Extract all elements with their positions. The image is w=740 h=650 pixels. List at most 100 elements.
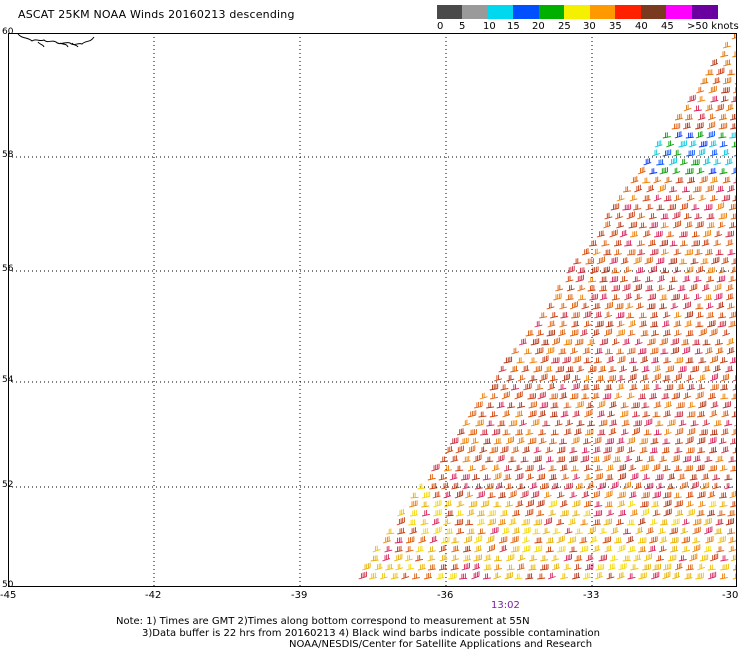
wind-barb xyxy=(596,256,605,265)
wind-barb xyxy=(730,123,737,130)
wind-barb xyxy=(451,482,460,490)
wind-barb xyxy=(569,546,578,553)
wind-barb xyxy=(681,346,691,355)
wind-barb xyxy=(715,455,724,463)
wind-barb xyxy=(536,510,545,517)
wind-barb xyxy=(710,256,720,265)
wind-barb xyxy=(558,348,567,355)
wind-barb xyxy=(396,517,405,526)
wind-barb xyxy=(542,420,551,427)
wind-barb xyxy=(472,563,481,571)
wind-barb xyxy=(733,564,737,571)
wind-barb xyxy=(715,518,724,526)
wind-barb xyxy=(731,141,737,148)
wind-barb xyxy=(474,545,483,553)
wind-barb xyxy=(533,455,542,463)
wind-barb xyxy=(717,221,726,229)
wind-barb xyxy=(684,249,694,256)
wind-barb xyxy=(514,573,523,580)
wind-barb xyxy=(675,177,684,184)
wind-barb xyxy=(657,184,666,193)
wind-barb xyxy=(714,528,723,535)
wind-barb xyxy=(708,85,717,94)
wind-barb xyxy=(649,168,658,175)
wind-barb xyxy=(504,572,513,580)
wind-barb xyxy=(674,411,684,418)
wind-map xyxy=(8,33,737,587)
wind-barb xyxy=(619,276,628,283)
wind-barb xyxy=(695,464,705,472)
wind-barb xyxy=(599,338,609,346)
wind-barb xyxy=(589,240,598,247)
wind-barb xyxy=(718,122,728,130)
wind-barb xyxy=(637,166,646,175)
wind-barb xyxy=(725,293,734,301)
wind-barb xyxy=(443,491,452,499)
wind-barb xyxy=(524,508,534,517)
wind-barb xyxy=(460,473,470,481)
wind-barb xyxy=(471,474,480,481)
wind-barb xyxy=(532,528,541,535)
wind-barb xyxy=(516,437,525,445)
wind-barb xyxy=(583,357,592,364)
colorbar-label: 25 xyxy=(558,21,571,32)
wind-barb xyxy=(494,374,503,382)
wind-barb xyxy=(704,248,713,256)
wind-barb xyxy=(572,473,581,481)
wind-barb xyxy=(659,239,668,247)
wind-barb xyxy=(596,410,605,418)
wind-barb xyxy=(667,483,676,490)
wind-barb xyxy=(584,409,593,418)
wind-barb xyxy=(713,158,722,166)
wind-barb xyxy=(620,402,629,409)
lat-label: 52 xyxy=(2,480,14,490)
wind-barb xyxy=(559,320,568,328)
wind-barb xyxy=(662,149,672,157)
wind-barb xyxy=(720,563,729,571)
wind-barb xyxy=(523,348,532,355)
wind-barb xyxy=(459,573,468,580)
wind-barb xyxy=(512,509,521,517)
wind-barb xyxy=(433,509,442,517)
wind-barb xyxy=(601,266,610,274)
wind-barb xyxy=(520,490,529,499)
wind-barb xyxy=(679,202,689,211)
wind-barb xyxy=(648,545,657,553)
wind-barb xyxy=(504,500,513,508)
wind-barb xyxy=(438,564,447,571)
wind-barb xyxy=(483,564,492,571)
wind-barb xyxy=(517,402,525,409)
wind-barb xyxy=(530,490,540,499)
wind-barb xyxy=(626,437,635,445)
wind-barb xyxy=(467,410,477,418)
wind-barb xyxy=(714,339,723,346)
wind-barb xyxy=(666,284,675,292)
wind-barb xyxy=(663,499,672,508)
wind-barb xyxy=(716,301,725,310)
wind-barb xyxy=(674,465,683,472)
wind-barb xyxy=(615,446,624,454)
wind-barb xyxy=(630,472,639,481)
colorbar-label: 20 xyxy=(532,21,545,32)
wind-barb xyxy=(618,509,627,517)
wind-barb xyxy=(583,464,592,472)
wind-barb xyxy=(681,293,690,301)
wind-barb xyxy=(705,185,714,193)
wind-barb xyxy=(646,455,655,463)
wind-barb xyxy=(565,275,574,283)
wind-barb xyxy=(698,328,707,337)
wind-barb xyxy=(616,383,625,391)
wind-barb xyxy=(525,429,534,436)
wind-barb xyxy=(705,536,714,544)
wind-barb xyxy=(533,446,542,454)
wind-barb xyxy=(560,410,569,418)
wind-barb xyxy=(686,194,695,202)
wind-barb xyxy=(584,428,594,436)
wind-barb xyxy=(527,437,537,445)
colorbar-label: 40 xyxy=(635,21,648,32)
wind-barb xyxy=(563,563,572,571)
wind-barb xyxy=(528,410,537,418)
wind-barb xyxy=(490,393,498,400)
wind-barb xyxy=(642,411,651,418)
wind-barb xyxy=(636,240,645,247)
